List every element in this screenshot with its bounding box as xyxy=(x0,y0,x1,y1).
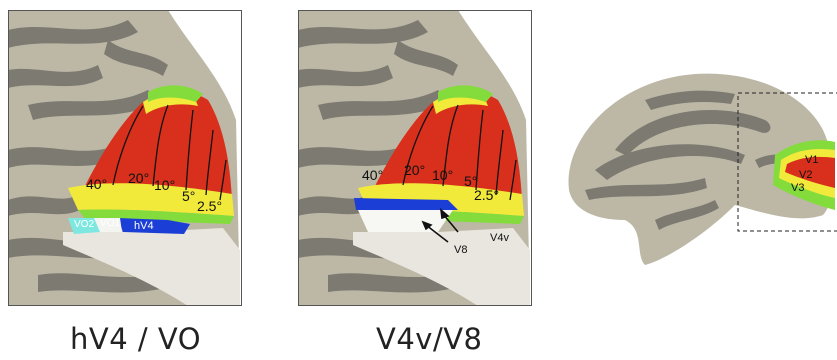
caption-v4v-v8: V4v/V8 xyxy=(376,322,483,356)
ecc-label-20: 20° xyxy=(128,170,149,186)
panel-v4v-v8: 40° 20° 10° 5° 2.5° V4v V8 xyxy=(298,10,534,310)
ecc-label-2-5: 2.5° xyxy=(474,187,499,203)
ecc-label-5: 5° xyxy=(182,188,195,204)
ecc-label-2-5: 2.5° xyxy=(197,198,222,214)
brain-sulci xyxy=(585,90,810,230)
area-label-v3: V3 xyxy=(791,182,804,194)
ecc-label-10: 10° xyxy=(432,167,453,183)
ecc-label-5: 5° xyxy=(464,173,477,189)
ecc-label-20: 20° xyxy=(404,162,425,178)
ecc-label-40: 40° xyxy=(362,167,383,183)
area-label-vo1: VO1 xyxy=(100,218,120,229)
area-label-v8: V8 xyxy=(454,244,467,256)
area-label-v2: V2 xyxy=(799,169,812,181)
visual-cortex-patch xyxy=(773,140,835,210)
area-label-vo2: VO2 xyxy=(74,219,94,230)
eccentricity-lines xyxy=(402,104,517,201)
eccentricity-lines xyxy=(112,104,227,201)
pointer-arrows xyxy=(421,208,459,243)
brain-map-hv4: 40° 20° 10° 5° 2.5° VO2 VO1 hV4 xyxy=(8,10,242,306)
brain-medial-view: V1 V2 V3 xyxy=(568,73,837,266)
sulcus-pattern xyxy=(298,20,463,293)
area-label-v1: V1 xyxy=(805,154,818,166)
caption-hv4-vo: hV4 / VO xyxy=(70,322,202,356)
area-label-v4v: V4v xyxy=(490,232,509,244)
v8-region xyxy=(354,198,458,210)
ecc-label-10: 10° xyxy=(154,177,175,193)
ecc-label-40: 40° xyxy=(86,176,107,192)
zoom-region-box xyxy=(737,92,837,232)
panel-medial-brain: V1 V2 V3 xyxy=(555,60,837,270)
area-label-hv4: hV4 xyxy=(134,220,154,232)
brain-map-v4v: 40° 20° 10° 5° 2.5° V4v V8 xyxy=(298,10,532,306)
brain-surface xyxy=(568,73,834,266)
panel-hv4-vo: 40° 20° 10° 5° 2.5° VO2 VO1 hV4 xyxy=(8,10,244,310)
hv4-region xyxy=(118,218,190,234)
arrow-v8 xyxy=(425,224,449,243)
